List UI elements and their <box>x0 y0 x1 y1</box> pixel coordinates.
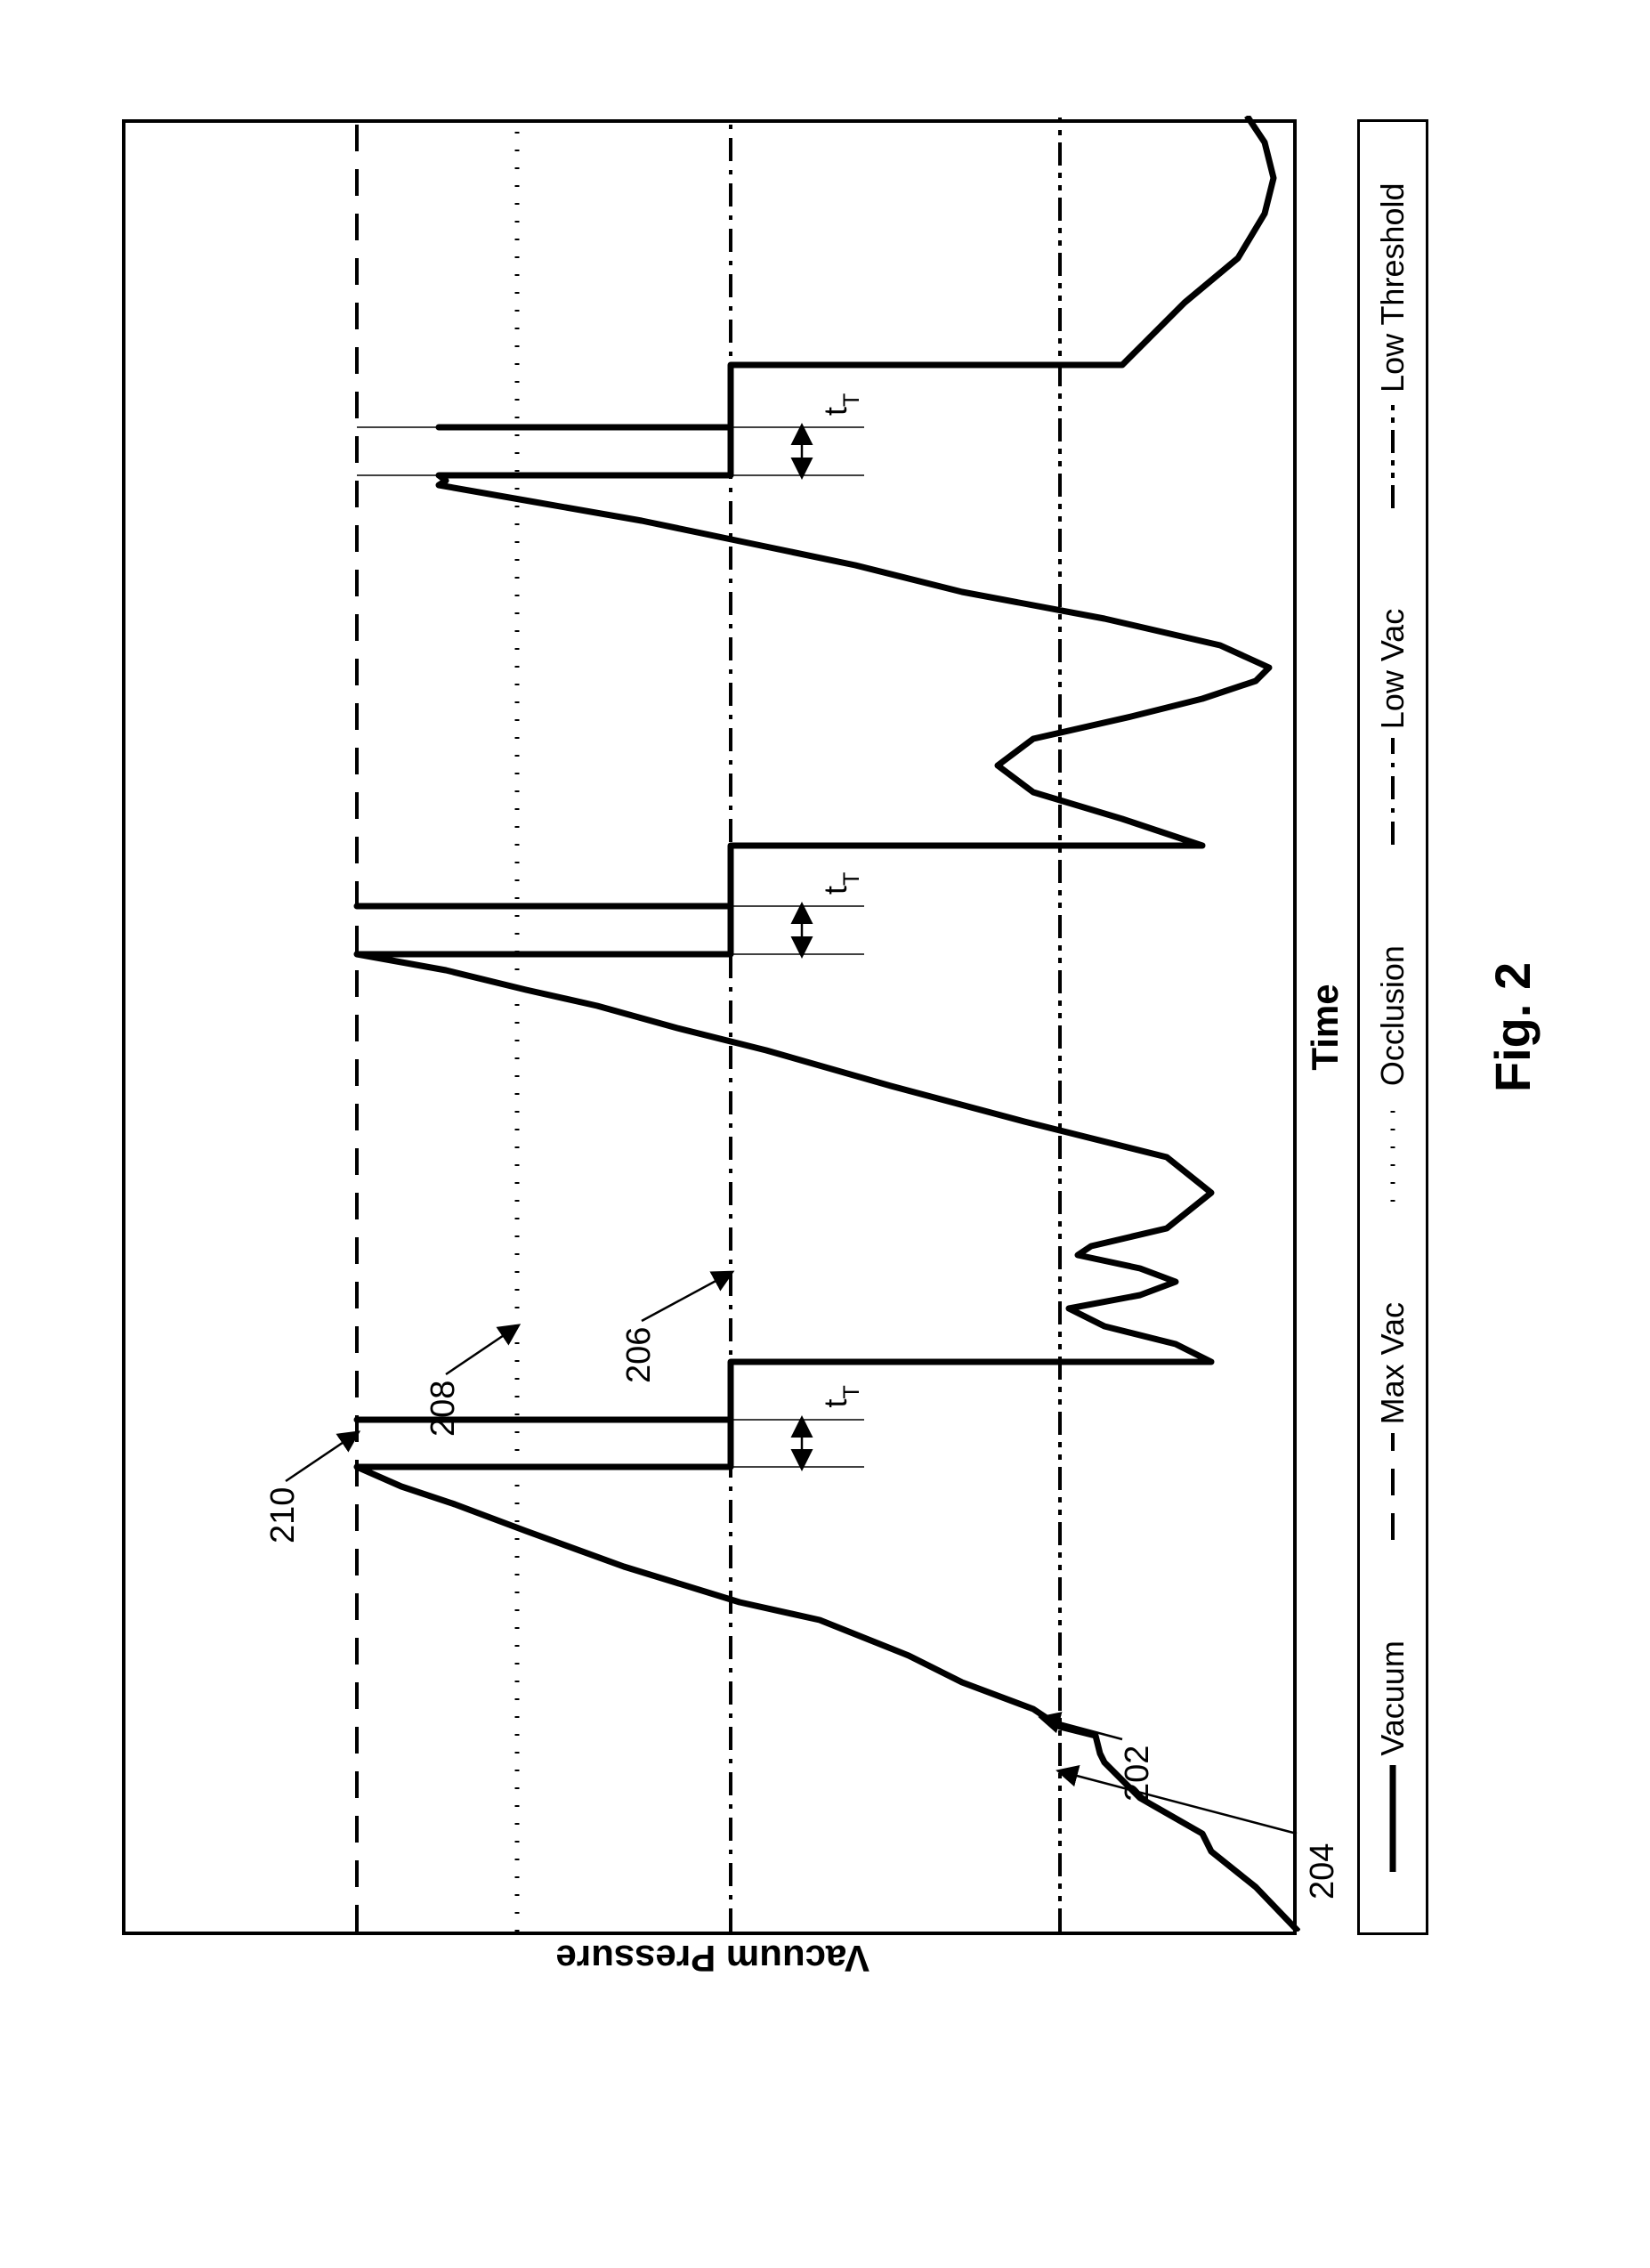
figure-page: Vacuum Pressure tTtTtT 210208206204202 T… <box>69 66 1581 2202</box>
tT-label: tT <box>817 393 864 416</box>
tT-vertical-lines <box>357 427 864 1467</box>
vacuum-polyline <box>357 116 1298 1932</box>
ref-arrow-210 <box>286 1433 357 1481</box>
legend-swatch-occlusion <box>1382 1095 1403 1202</box>
ref-arrow-204 <box>1060 1771 1297 1834</box>
ref-arrow-208 <box>446 1326 517 1374</box>
chart-svg: tT tT tT <box>125 116 1300 1932</box>
ref-number-210: 210 <box>264 1487 303 1543</box>
chart-plot-area: tT tT tT <box>122 119 1297 1935</box>
threshold-lines-group <box>357 116 1060 1932</box>
tT-label: tT <box>817 872 864 895</box>
legend-item-lowthresh: Low Threshold <box>1374 182 1411 507</box>
y-axis-label: Vacuum Pressure <box>555 1937 869 1980</box>
tT-labels: tT tT tT <box>817 393 864 1408</box>
legend-item-vacuum: Vacuum <box>1374 1640 1411 1871</box>
y-axis-label-text: Vacuum Pressure <box>555 1938 869 1980</box>
legend-label-occlusion: Occlusion <box>1374 945 1411 1086</box>
legend-swatch-maxvac <box>1382 1433 1403 1540</box>
legend-swatch-vacuum <box>1382 1765 1403 1872</box>
ref-number-208: 208 <box>425 1381 463 1437</box>
x-axis-label: Time <box>1304 119 1347 1935</box>
ref-number-202: 202 <box>1119 1746 1157 1802</box>
legend-label-maxvac: Max Vac <box>1374 1302 1411 1424</box>
legend-swatch-lowvac <box>1382 738 1403 845</box>
legend-label-vacuum: Vacuum <box>1374 1640 1411 1755</box>
figure-label-text: Fig. 2 <box>1484 962 1541 1092</box>
vacuum-series <box>357 116 1298 1932</box>
ref-arrow-206 <box>642 1273 731 1321</box>
legend-swatch-lowthresh <box>1382 401 1403 508</box>
x-axis-label-text: Time <box>1304 984 1346 1070</box>
legend-item-occlusion: Occlusion <box>1374 945 1411 1202</box>
legend-item-maxvac: Max Vac <box>1374 1302 1411 1540</box>
legend-item-lowvac: Low Vac <box>1374 609 1411 845</box>
legend-label-lowvac: Low Vac <box>1374 609 1411 729</box>
figure-label: Fig. 2 <box>1484 119 1541 1935</box>
legend: Vacuum Max Vac Occlusion Low Vac Low Thresho… <box>1357 119 1428 1935</box>
legend-label-lowthresh: Low Threshold <box>1374 182 1411 392</box>
ref-number-206: 206 <box>620 1327 659 1383</box>
ref-arrow-202 <box>1042 1718 1122 1739</box>
tT-label: tT <box>817 1385 864 1407</box>
